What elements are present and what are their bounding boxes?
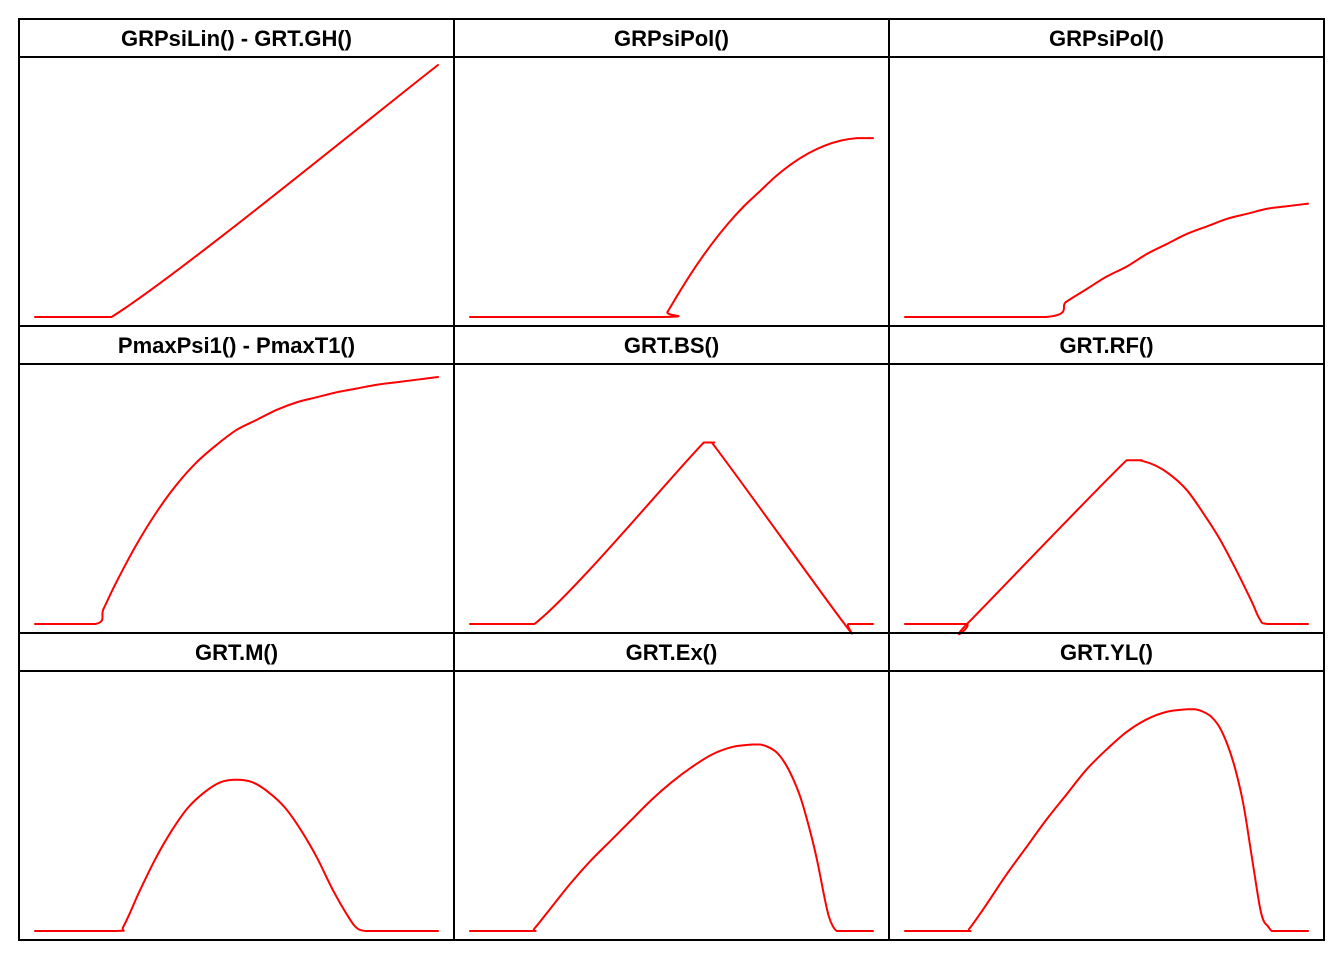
series-line-1	[469, 743, 874, 933]
panel-frame	[888, 18, 1325, 327]
series-line-1	[469, 441, 874, 635]
panel-5: GRT.BS()	[453, 325, 890, 635]
panel-3: GRPsiPol()	[888, 18, 1325, 327]
panel-title: GRT.M()	[195, 640, 278, 665]
panel-title: GRT.RF()	[1059, 333, 1153, 358]
series-line-1	[904, 459, 1309, 636]
series-line-1	[904, 708, 1309, 933]
panel-1: GRPsiLin() - GRT.GH()	[18, 18, 455, 327]
panel-title: GRPsiLin() - GRT.GH()	[121, 26, 352, 51]
panel-frame	[18, 18, 455, 327]
series-line-1	[34, 64, 439, 319]
panel-frame	[18, 632, 455, 941]
panel-frame	[888, 632, 1325, 941]
panel-title: GRT.BS()	[624, 333, 719, 358]
panel-title: GRT.YL()	[1060, 640, 1153, 665]
series-line-1	[34, 376, 439, 625]
panel-6: GRT.RF()	[888, 325, 1325, 636]
panel-title: GRT.Ex()	[626, 640, 718, 665]
panel-4: PmaxPsi1() - PmaxT1()	[18, 325, 455, 634]
panel-frame	[18, 325, 455, 634]
panel-title: PmaxPsi1() - PmaxT1()	[118, 333, 355, 358]
series-line-1	[34, 778, 439, 933]
series-line-1	[469, 137, 874, 319]
panel-title: GRPsiPol()	[1049, 26, 1164, 51]
panel-frame	[453, 18, 890, 327]
panel-title: GRPsiPol()	[614, 26, 729, 51]
series-line-1	[904, 202, 1309, 319]
panel-2: GRPsiPol()	[453, 18, 890, 327]
panel-7: GRT.M()	[18, 632, 455, 941]
panel-9: GRT.YL()	[888, 632, 1325, 941]
panel-8: GRT.Ex()	[453, 632, 890, 941]
